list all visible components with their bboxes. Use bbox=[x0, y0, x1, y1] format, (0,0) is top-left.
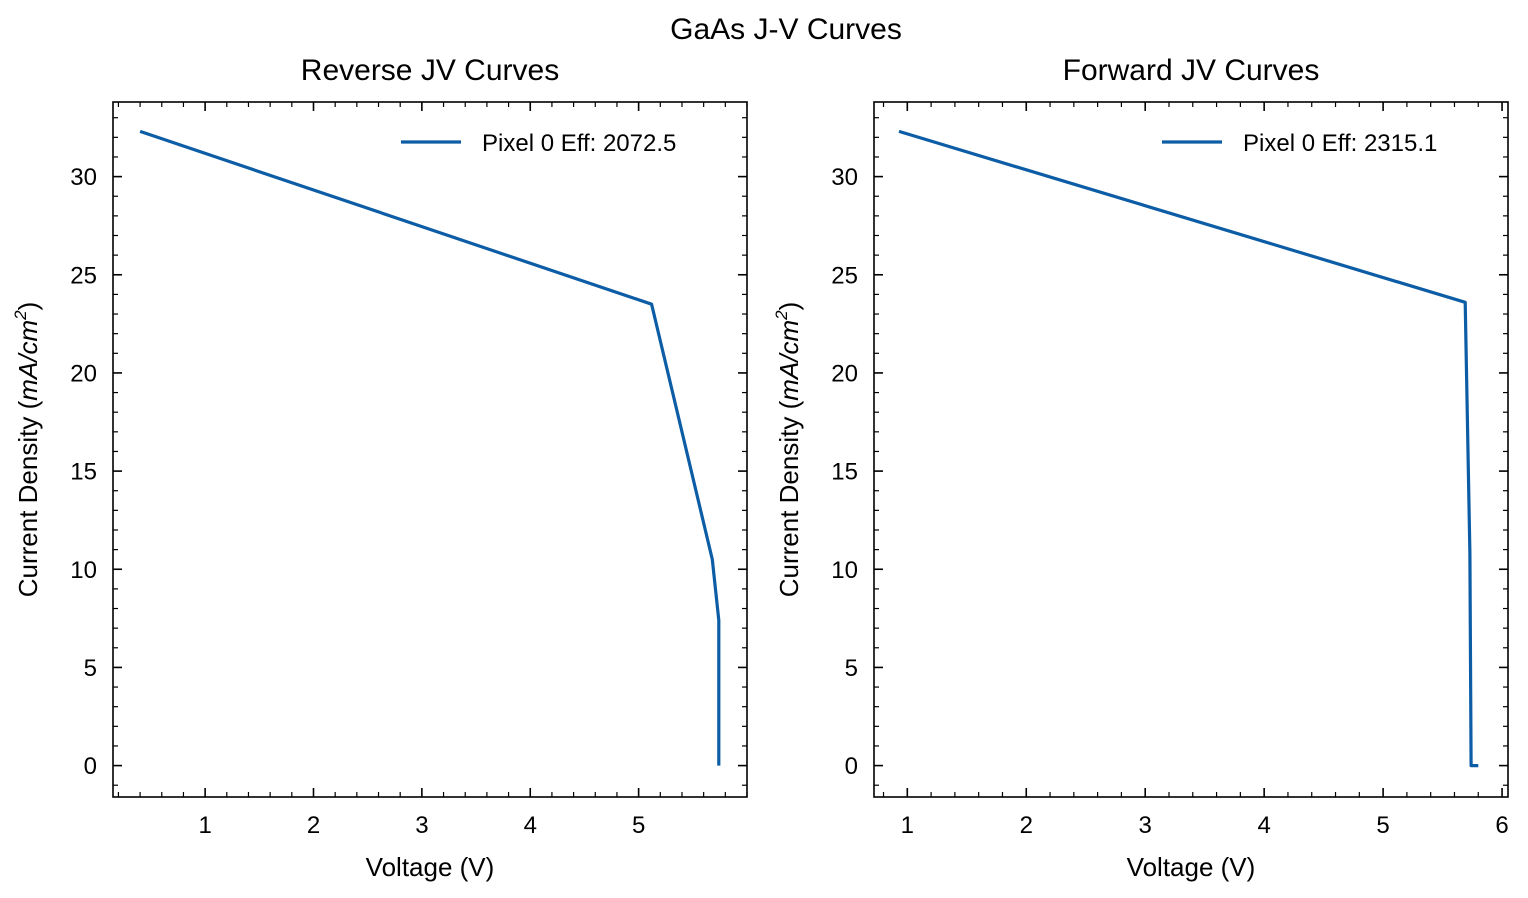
axes-frame bbox=[112, 101, 748, 798]
x-tick-label: 5 bbox=[1376, 812, 1389, 839]
y-axis-label: Current Density (mA/cm2) bbox=[11, 302, 43, 598]
y-tick-label: 0 bbox=[845, 753, 858, 780]
y-axis-label: Current Density (mA/cm2) bbox=[772, 302, 804, 598]
subplot-reverse: Reverse JV Curves Voltage (V) Current Dens… bbox=[11, 54, 748, 882]
x-tick-label: 3 bbox=[1139, 812, 1152, 839]
y-tick-label: 15 bbox=[70, 459, 97, 486]
x-tick-label: 3 bbox=[415, 812, 428, 839]
x-axis-label: Voltage (V) bbox=[1127, 852, 1256, 882]
series-line-0 bbox=[898, 129, 1479, 768]
y-tick-label: 15 bbox=[831, 459, 858, 486]
subplot-forward: Forward JV Curves Voltage (V) Current Dens… bbox=[772, 54, 1509, 882]
x-tick-label: 5 bbox=[632, 812, 645, 839]
y-tick-label: 0 bbox=[84, 753, 97, 780]
y-tick-label: 10 bbox=[831, 557, 858, 584]
figure-suptitle: GaAs J-V Curves bbox=[670, 13, 902, 46]
y-tick-label: 20 bbox=[831, 360, 858, 387]
x-tick-label: 4 bbox=[1257, 812, 1270, 839]
y-tick-label: 30 bbox=[831, 164, 858, 191]
legend-label: Pixel 0 Eff: 2315.1 bbox=[1243, 130, 1437, 157]
y-tick-label: 30 bbox=[70, 164, 97, 191]
x-tick-label: 2 bbox=[1020, 812, 1033, 839]
x-tick-label: 1 bbox=[198, 812, 211, 839]
x-tick-label: 4 bbox=[524, 812, 537, 839]
series-line-0 bbox=[139, 129, 721, 766]
y-tick-label: 10 bbox=[70, 557, 97, 584]
y-tick-label: 20 bbox=[70, 360, 97, 387]
x-tick-label: 1 bbox=[901, 812, 914, 839]
subplot-title: Reverse JV Curves bbox=[301, 54, 559, 87]
y-tick-label: 25 bbox=[831, 262, 858, 289]
legend-label: Pixel 0 Eff: 2072.5 bbox=[482, 130, 676, 157]
x-axis-label: Voltage (V) bbox=[366, 852, 495, 882]
axes-frame bbox=[873, 101, 1509, 798]
x-tick-label: 2 bbox=[307, 812, 320, 839]
y-tick-label: 5 bbox=[84, 655, 97, 682]
y-tick-label: 25 bbox=[70, 262, 97, 289]
subplot-title: Forward JV Curves bbox=[1063, 54, 1320, 87]
x-tick-label: 6 bbox=[1495, 812, 1508, 839]
y-tick-label: 5 bbox=[845, 655, 858, 682]
